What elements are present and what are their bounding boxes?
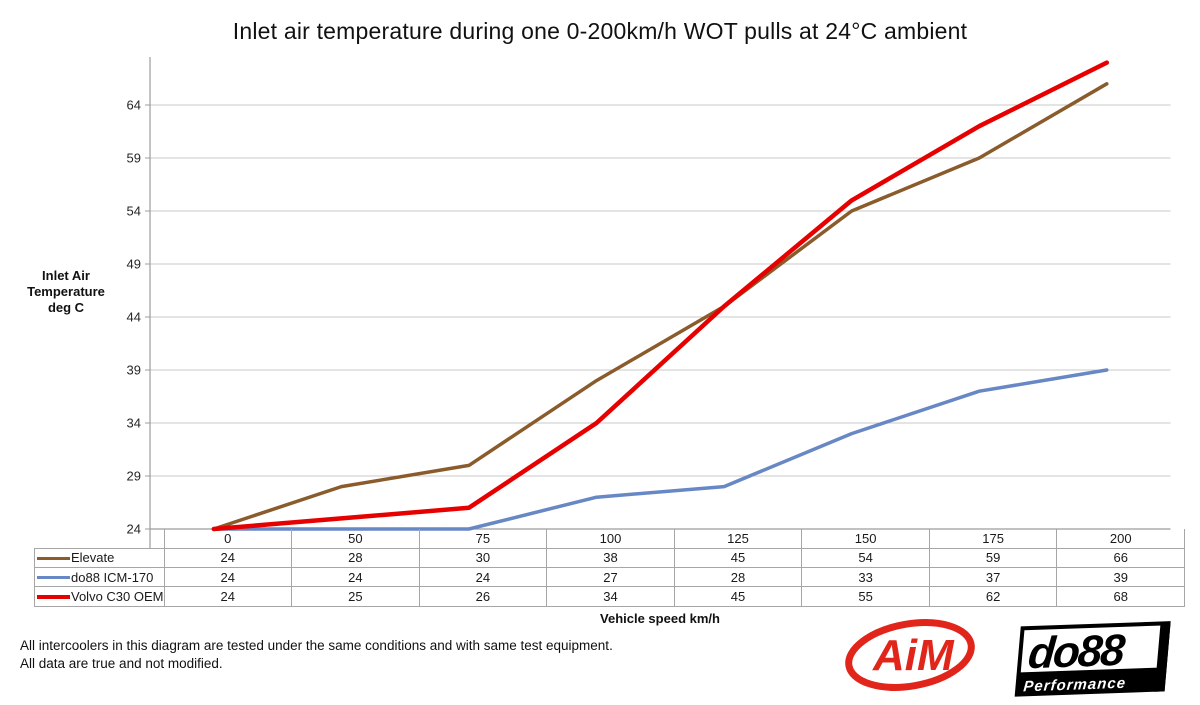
legend-cell: Elevate: [34, 547, 165, 569]
table-value-cell: 34: [546, 586, 675, 607]
y-tick-label: 44: [127, 310, 141, 325]
x-category-label: 200: [1056, 529, 1185, 549]
x-category-label: 0: [163, 529, 293, 549]
legend-key-swatch: [37, 556, 70, 560]
legend-key-swatch: [37, 594, 70, 599]
table-value-cell: 68: [1056, 586, 1185, 607]
table-value-cell: 38: [546, 547, 675, 569]
series-line-elevate: [212, 82, 1109, 531]
legend-cell: Volvo C30 OEM: [34, 586, 165, 607]
aim-logo-text: AiM: [872, 631, 955, 680]
footnote-line-2: All data are true and not modified.: [20, 655, 223, 671]
table-row: Volvo C30 OEM 24 25 26 34 45 55 62 68: [34, 586, 1185, 607]
y-tick-label: 64: [127, 98, 141, 113]
table-value-cell: 28: [291, 547, 420, 569]
table-value-cell: 24: [163, 586, 293, 607]
table-value-cell: 33: [801, 567, 930, 588]
table-row: Elevate 24 28 30 38 45 54 59 66: [34, 547, 1185, 569]
footnote-block: All intercoolers in this diagram are tes…: [20, 637, 613, 672]
legend-series-name: do88 ICM-170: [71, 569, 154, 585]
table-value-cell: 24: [418, 567, 548, 588]
table-row: do88 ICM-170 24 24 24 27 28 33 37 39: [34, 567, 1185, 588]
y-tick-label: 49: [127, 257, 141, 272]
table-value-cell: 24: [163, 547, 293, 569]
table-value-cell: 59: [928, 547, 1058, 569]
legend-series-name: Elevate: [71, 550, 115, 566]
legend-cell: do88 ICM-170: [34, 567, 165, 588]
y-tick-label: 34: [127, 416, 141, 431]
x-category-label: 100: [546, 529, 675, 549]
table-value-cell: 55: [801, 586, 930, 607]
legend-series-name: Volvo C30 OEM: [71, 589, 164, 605]
x-category-label: 75: [418, 529, 548, 549]
legend-key-swatch: [37, 575, 70, 579]
y-tick-label: 59: [127, 151, 141, 166]
y-tick-label: 39: [127, 363, 141, 378]
data-table: 0 50 75 100 125 150 175 200 Elevate 24 28 30 38 45 54 5…: [34, 529, 1185, 607]
y-axis-caption-line-2: Temperature: [27, 284, 105, 299]
do88-logo-bar: [1014, 669, 1167, 697]
table-value-cell: 45: [673, 547, 803, 569]
y-axis-caption-line-1: Inlet Air: [42, 268, 90, 283]
y-axis-caption: Inlet Air Temperature deg C: [12, 268, 120, 316]
y-tick-label: 29: [127, 469, 141, 484]
table-value-cell: 27: [546, 567, 675, 588]
table-corner-cell: [34, 529, 165, 549]
do88-logo-edge: [1154, 623, 1171, 692]
x-axis-title: Vehicle speed km/h: [600, 611, 720, 626]
table-value-cell: 62: [928, 586, 1058, 607]
table-value-cell: 25: [291, 586, 420, 607]
chart-title: Inlet air temperature during one 0-200km…: [232, 18, 968, 44]
table-value-cell: 45: [673, 586, 803, 607]
table-value-cell: 66: [1056, 547, 1185, 569]
table-value-cell: 30: [418, 547, 548, 569]
do88-logo-subtext: Performance: [1023, 675, 1127, 696]
table-value-cell: 26: [418, 586, 548, 607]
aim-logo: AiM: [845, 619, 975, 691]
x-category-label: 150: [801, 529, 930, 549]
footnote-line-1: All intercoolers in this diagram are tes…: [20, 638, 613, 653]
table-value-cell: 54: [801, 547, 930, 569]
do88-logo: do88 Performance: [1014, 621, 1171, 697]
x-category-label: 125: [673, 529, 803, 549]
x-category-label: 175: [928, 529, 1058, 549]
table-value-cell: 37: [928, 567, 1058, 588]
table-value-cell: 24: [163, 567, 293, 588]
y-tick-label: 54: [127, 204, 141, 219]
x-category-label: 50: [291, 529, 420, 549]
series-line-volvo-c30-oem: [211, 60, 1110, 532]
aim-logo-ellipse: [845, 619, 975, 691]
series-line-do88-icm-170: [212, 368, 1109, 531]
table-value-cell: 24: [291, 567, 420, 588]
y-axis-caption-line-3: deg C: [47, 300, 85, 315]
table-value-cell: 39: [1056, 567, 1185, 588]
do88-logo-text: do88: [1026, 626, 1127, 678]
table-value-cell: 28: [673, 567, 803, 588]
